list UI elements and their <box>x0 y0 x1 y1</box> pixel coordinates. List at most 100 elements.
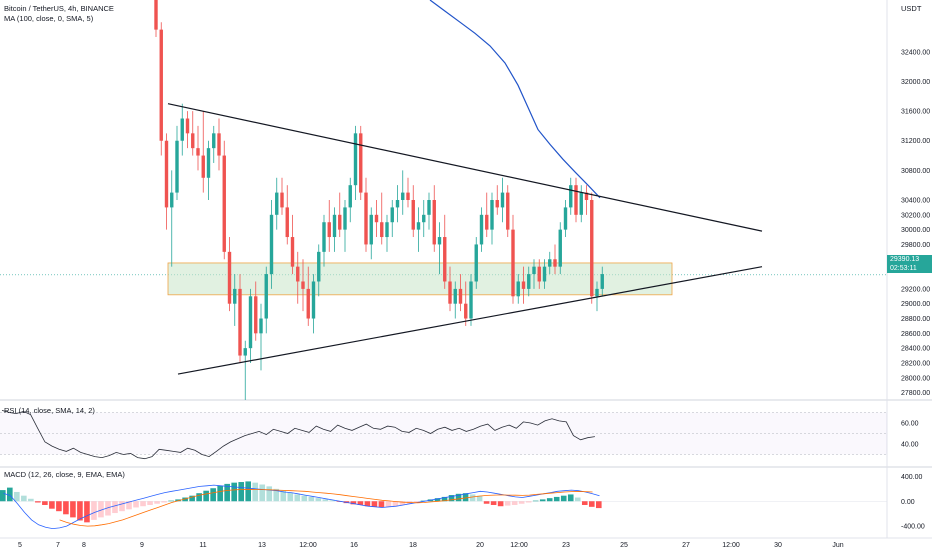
candle-body <box>306 288 310 319</box>
candle-body <box>458 288 463 304</box>
candle-body <box>537 266 541 282</box>
macd-histogram-bar <box>511 501 518 505</box>
macd-histogram-bar <box>140 501 146 507</box>
candle-body <box>327 222 331 238</box>
macd-histogram-bar <box>518 501 525 504</box>
candle-body <box>206 148 211 178</box>
candle-body <box>301 281 305 289</box>
macd-histogram-bar <box>14 491 20 502</box>
candle-body <box>332 214 337 238</box>
macd-histogram-bar <box>224 483 230 502</box>
rsi-tick-label: 40.00 <box>901 442 919 449</box>
candle-body <box>154 0 158 30</box>
candle-body <box>584 192 589 200</box>
price-tick-label: 28200.00 <box>901 360 930 367</box>
time-tick-label: 7 <box>56 542 60 549</box>
macd-histogram-bar <box>525 501 532 503</box>
macd-histogram-bar <box>287 492 294 502</box>
price-tick-label: 29000.00 <box>901 301 930 308</box>
candle-body <box>469 281 473 319</box>
macd-legend: MACD (12, 26, close, 9, EMA, EMA) <box>4 470 125 479</box>
rsi-tick-label: 60.00 <box>901 421 919 428</box>
price-tick-label: 30400.00 <box>901 198 930 205</box>
symbol-legend: Bitcoin / TetherUS, 4h, BINANCE <box>4 4 114 13</box>
macd-histogram-bar <box>595 501 602 509</box>
price-tick-label: 29200.00 <box>901 286 930 293</box>
candle-body <box>164 140 169 208</box>
macd-histogram-bar <box>378 501 385 508</box>
time-tick-label: 20 <box>476 542 484 549</box>
macd-histogram-bar <box>322 499 329 502</box>
currency-label: USDT <box>901 4 922 13</box>
time-tick-label: 23 <box>562 542 570 549</box>
macd-histogram-bar <box>182 497 188 502</box>
candle-body <box>422 214 426 223</box>
time-axis: 5 7 8 9 11 13 12:00 16 18 20 12:00 23 25 27 12:00 30 Jun <box>18 542 844 549</box>
candle-body <box>290 237 295 267</box>
candle-body <box>490 200 494 230</box>
candle-body <box>217 133 221 156</box>
macd-histogram-bar <box>84 501 90 523</box>
macd-histogram-bar <box>252 482 259 502</box>
macd-histogram-bar <box>308 496 315 502</box>
macd-histogram-bar <box>574 497 581 502</box>
candle-body <box>369 214 373 245</box>
candle-body <box>348 185 352 208</box>
macd-histogram-bar <box>147 501 153 505</box>
macd-histogram-bar <box>189 495 195 502</box>
candle-body <box>495 200 499 208</box>
candle-body <box>532 266 536 275</box>
candle-body <box>579 192 583 215</box>
price-tick-label: 32400.00 <box>901 49 930 56</box>
candle-body <box>590 200 594 297</box>
trendline <box>177 266 763 375</box>
candle-body <box>185 118 190 134</box>
price-tick-label: 32000.00 <box>901 79 930 86</box>
rsi-pane: 60.00 40.00 <box>0 410 919 460</box>
candle-body <box>248 296 253 349</box>
time-tick-label: 16 <box>350 542 358 549</box>
macd-histogram-bar <box>105 501 111 516</box>
macd-histogram-bar <box>434 498 441 502</box>
macd-histogram-bar <box>546 498 553 502</box>
candle-body <box>385 222 389 238</box>
candle-body <box>401 192 405 200</box>
candle-body <box>600 274 604 289</box>
candle-body <box>222 155 226 252</box>
macd-histogram-bar <box>21 495 27 502</box>
macd-histogram-bar <box>455 493 462 502</box>
candle-body <box>191 133 195 149</box>
price-tick-label: 31200.00 <box>901 138 930 145</box>
macd-histogram-bar <box>497 501 504 507</box>
candle-body <box>437 237 442 245</box>
price-tick-label: 30000.00 <box>901 227 930 234</box>
price-axis: 27800.00 28000.00 28200.00 28400.00 28600.00… <box>901 49 930 397</box>
time-tick-label: 11 <box>199 542 206 549</box>
rsi-line <box>1 410 595 460</box>
price-tick-label: 28800.00 <box>901 316 930 323</box>
ma-line <box>429 0 601 199</box>
time-tick-label: 9 <box>140 542 144 549</box>
macd-histogram-bar <box>7 487 13 502</box>
candle-body <box>259 318 263 334</box>
macd-histogram-bar <box>469 494 476 502</box>
macd-histogram-bar <box>448 495 455 502</box>
candle-body <box>338 214 342 230</box>
macd-histogram-bar <box>133 501 139 508</box>
candle-body <box>212 133 216 149</box>
price-tick-label: 30200.00 <box>901 212 930 219</box>
candle-body <box>443 237 447 282</box>
macd-histogram-bar <box>245 481 252 502</box>
candle-body <box>516 281 520 297</box>
candle-body <box>406 192 410 200</box>
macd-histogram-bar <box>0 490 6 502</box>
price-tick-label: 29800.00 <box>901 242 930 249</box>
macd-histogram-bar <box>588 501 595 507</box>
candle-body <box>479 214 484 245</box>
macd-histogram-bar <box>329 500 336 502</box>
macd-histogram-bar <box>49 501 55 509</box>
macd-histogram-bar <box>371 501 378 507</box>
candle-body <box>343 207 347 230</box>
macd-histogram-bar <box>273 488 280 502</box>
